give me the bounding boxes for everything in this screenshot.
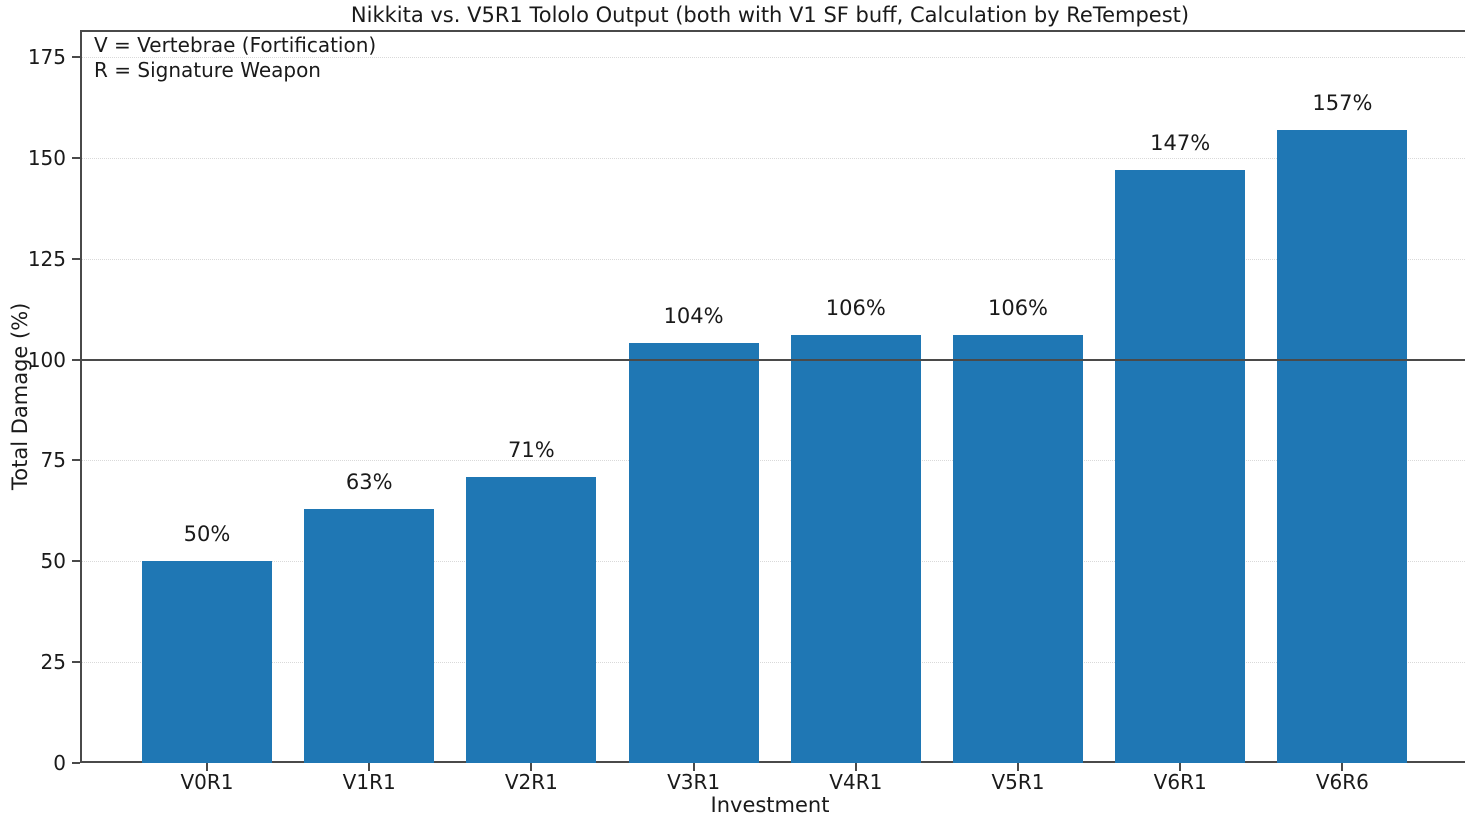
y-tick-label: 100 (27, 347, 66, 372)
y-tick-mark (72, 560, 80, 563)
x-tick-label: V2R1 (504, 770, 558, 794)
y-tick-mark (72, 762, 80, 764)
x-tick-mark (206, 763, 208, 771)
bar-value-label: 50% (183, 522, 231, 547)
bar-value-label: 157% (1312, 90, 1373, 115)
annotation-line-1: V = Vertebrae (Fortification) (94, 33, 377, 57)
x-tick-label: V4R1 (829, 770, 883, 794)
x-tick-mark (1179, 763, 1182, 771)
bar (142, 561, 272, 763)
bar (628, 343, 759, 763)
x-tick-label: V5R1 (991, 770, 1045, 794)
bar-value-label: 147% (1150, 130, 1211, 155)
gridline (82, 258, 1465, 260)
x-axis-label: Investment (710, 793, 830, 817)
y-tick-label: 150 (27, 145, 66, 170)
y-tick-mark (72, 156, 80, 159)
x-tick-mark (692, 763, 695, 771)
bar (1277, 129, 1408, 763)
y-tick-mark (72, 358, 80, 361)
gridline (82, 662, 1465, 664)
x-tick-label: V3R1 (667, 770, 721, 794)
x-tick-label: V6R6 (1315, 770, 1369, 794)
x-tick-mark (368, 763, 371, 771)
x-tick-mark (1341, 763, 1344, 771)
x-tick-label: V6R1 (1153, 770, 1207, 794)
x-tick-label: V1R1 (342, 770, 396, 794)
x-tick-mark (1017, 763, 1019, 771)
x-tick-mark (530, 763, 533, 771)
annotation-line-2: R = Signature Weapon (94, 58, 321, 82)
x-tick-mark (854, 763, 857, 771)
y-tick-mark (72, 257, 80, 260)
gridline (82, 157, 1465, 159)
y-tick-label: 175 (27, 45, 66, 70)
bar (953, 335, 1083, 763)
gridline (82, 561, 1465, 563)
y-tick-mark (72, 56, 80, 59)
annotation-note: V = Vertebrae (Fortification) R = Signat… (94, 33, 376, 83)
x-tick-label: V0R1 (180, 770, 234, 794)
bar (466, 476, 597, 763)
y-tick-label: 75 (40, 448, 66, 473)
y-tick-label: 125 (27, 246, 66, 271)
chart-title: Nikkita vs. V5R1 Tololo Output (both wit… (350, 3, 1190, 27)
y-tick-label: 50 (40, 549, 66, 574)
gridline (82, 460, 1465, 462)
bar (1115, 169, 1246, 763)
bar (790, 335, 921, 763)
bar-value-label: 63% (345, 469, 393, 494)
y-tick-label: 0 (53, 751, 66, 775)
bar-value-label: 106% (987, 296, 1049, 321)
bar-value-label: 104% (663, 304, 724, 329)
bar-value-label: 106% (825, 296, 886, 321)
gridline (82, 57, 1465, 59)
y-tick-mark (72, 459, 80, 462)
reference-line-100 (82, 358, 1465, 361)
bar-value-label: 71% (508, 437, 555, 462)
plot-area: 50% 63% 71% 104% 106% 106% 147% 157% (80, 30, 1465, 763)
y-tick-mark (72, 661, 80, 664)
y-tick-label: 25 (40, 650, 66, 675)
bar (304, 508, 435, 763)
